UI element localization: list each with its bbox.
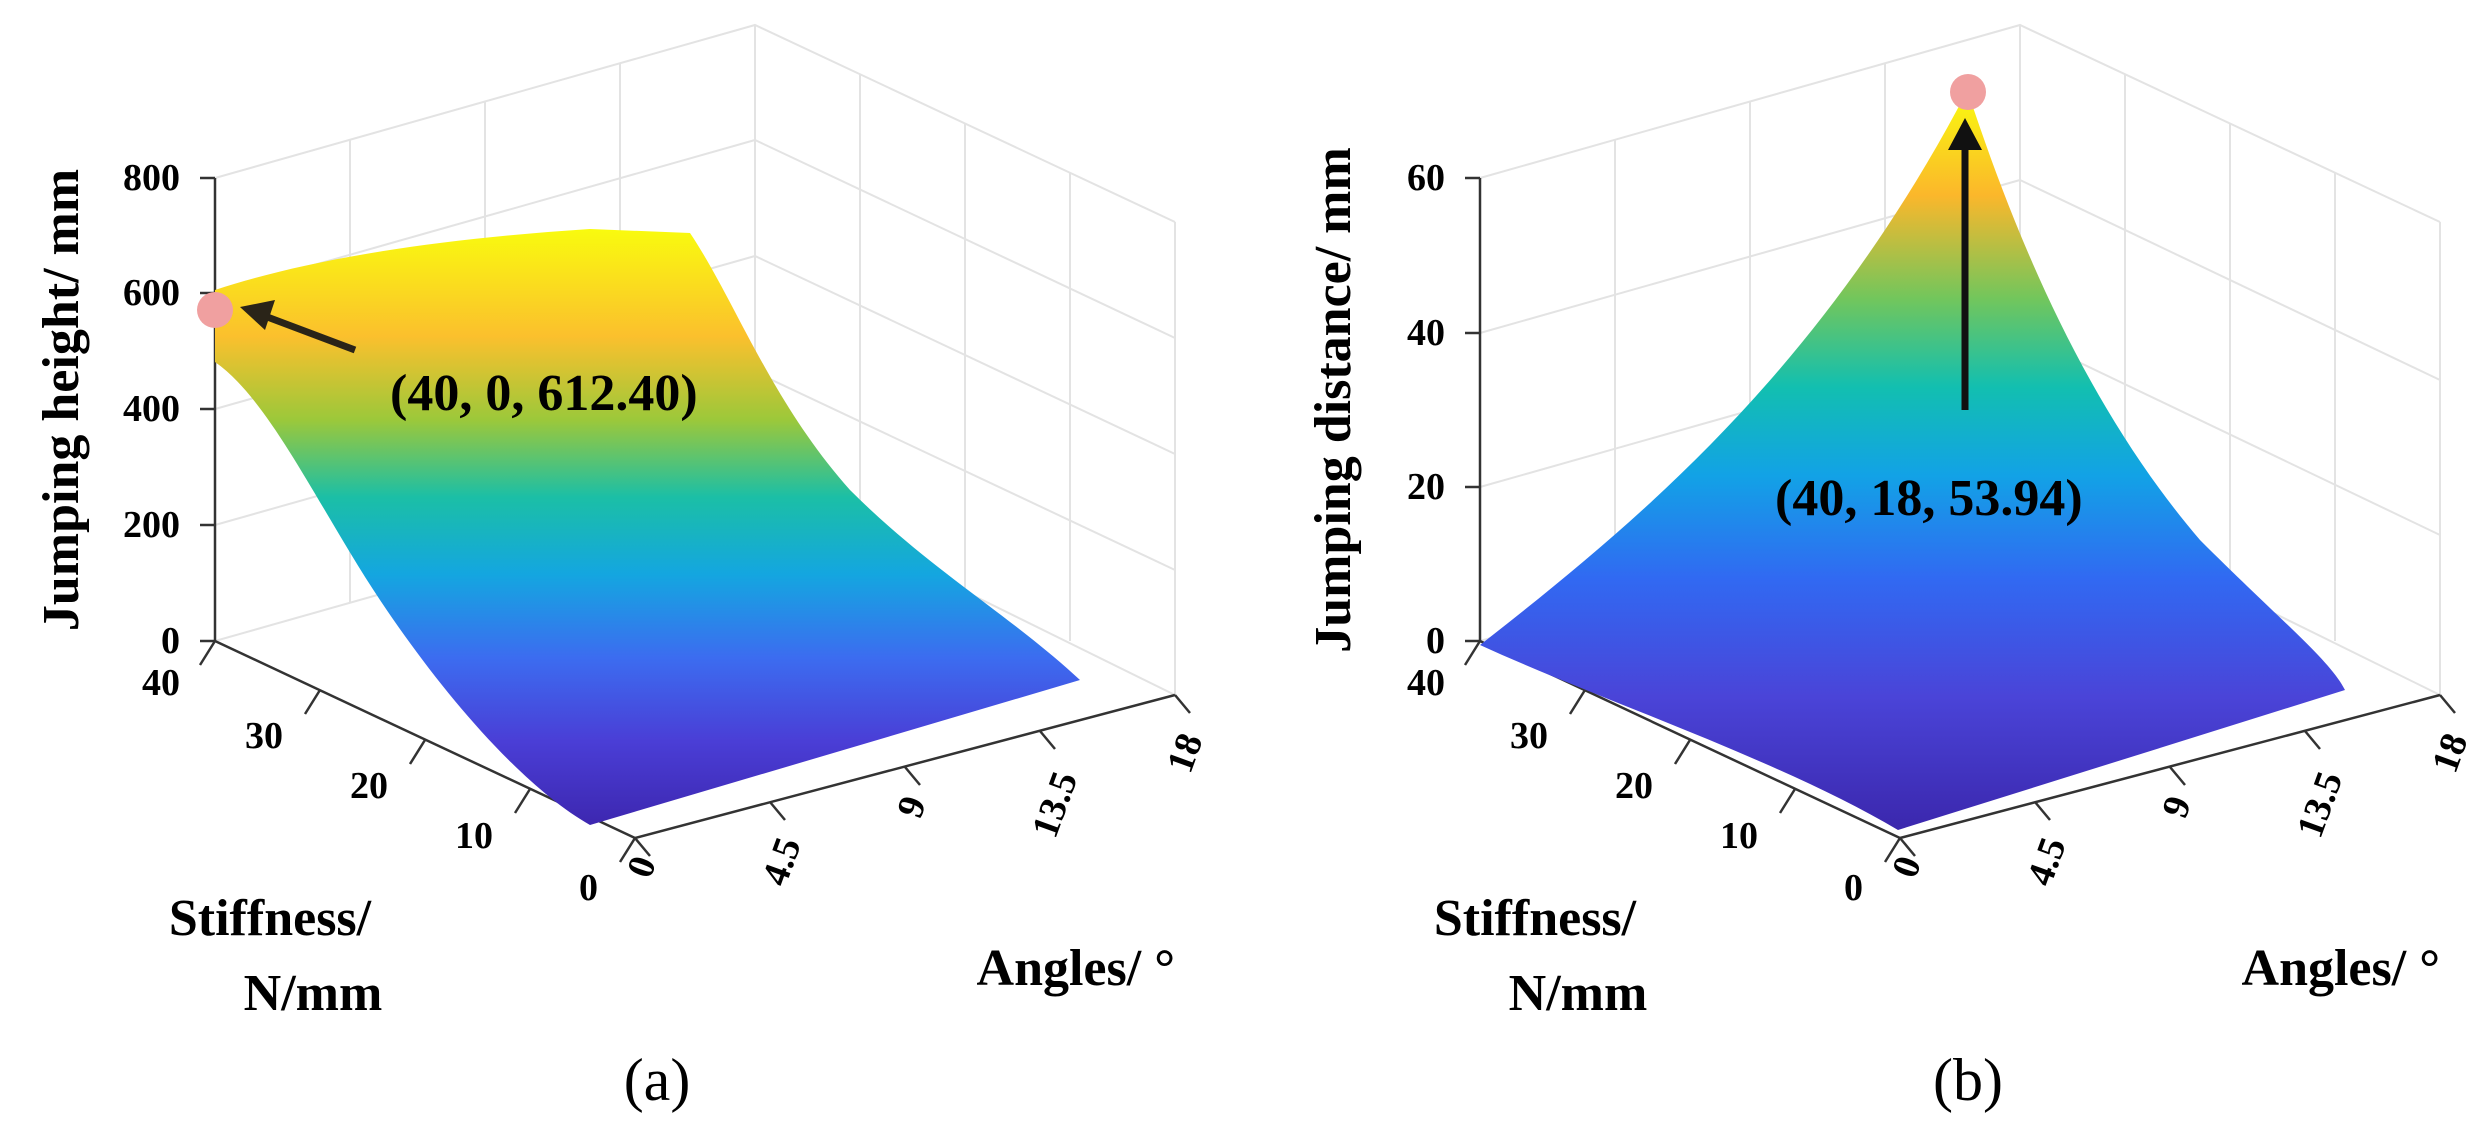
annotation-arrow-a — [260, 311, 357, 354]
chart-b: 0 20 40 60 40 30 20 10 0 0 4.5 9 13.5 18… — [1305, 23, 2471, 1113]
x-tick-b-9: 9 — [2154, 791, 2200, 823]
z-tick-a-3: 600 — [123, 272, 180, 314]
panel-label-a: (a) — [624, 1047, 691, 1113]
annotation-label-a: (40, 0, 612.40) — [390, 365, 698, 422]
y-tick-a-10: 10 — [455, 815, 493, 857]
y-axis-label-b-line1: Stiffness/ — [1434, 890, 1637, 947]
surface-a — [215, 229, 1080, 825]
x-tick-a-0: 0 — [619, 851, 665, 883]
marker-point-a — [197, 292, 233, 328]
z-tick-b-3: 60 — [1407, 157, 1445, 199]
y-tick-a-0: 0 — [579, 867, 598, 909]
surface-b — [1480, 92, 2345, 830]
panel-label-b: (b) — [1933, 1047, 2003, 1113]
y-tick-b-30: 30 — [1510, 715, 1548, 757]
x-tick-b-13.5: 13.5 — [2289, 766, 2351, 843]
z-tick-b-1: 20 — [1407, 466, 1445, 508]
y-tick-a-20: 20 — [350, 765, 388, 807]
x-tick-b-18: 18 — [2424, 728, 2471, 778]
y-tick-a-30: 30 — [245, 715, 283, 757]
annotation-label-b: (40, 18, 53.94) — [1775, 470, 2083, 527]
z-tick-b-0: 0 — [1426, 620, 1445, 662]
y-tick-a-40: 40 — [142, 662, 180, 704]
z-axis-label-a: Jumping height/ mm — [33, 169, 90, 631]
y-axis-label-a-line2: N/mm — [244, 965, 383, 1022]
x-tick-b-4.5: 4.5 — [2019, 832, 2075, 891]
y-axis-label-b-line2: N/mm — [1509, 965, 1648, 1022]
x-tick-a-4.5: 4.5 — [754, 832, 810, 891]
x-tick-b-0: 0 — [1884, 851, 1930, 883]
y-tick-b-20: 20 — [1615, 765, 1653, 807]
y-tick-b-0: 0 — [1844, 867, 1863, 909]
z-tick-a-2: 400 — [123, 388, 180, 430]
annotation-arrowhead-a — [240, 300, 275, 330]
x-tick-a-18: 18 — [1159, 728, 1211, 778]
x-axis-label-a: Angles/ ° — [977, 940, 1175, 997]
x-axis-label-b: Angles/ ° — [2242, 940, 2440, 997]
x-tick-a-9: 9 — [889, 791, 935, 823]
annotation-arrowhead-b — [1948, 118, 1982, 150]
y-axis-label-a-line1: Stiffness/ — [169, 890, 372, 947]
y-tick-b-40: 40 — [1407, 662, 1445, 704]
y-tick-b-10: 10 — [1720, 815, 1758, 857]
marker-point-b — [1950, 74, 1986, 110]
z-tick-a-1: 200 — [123, 504, 180, 546]
z-axis-label-b: Jumping distance/ mm — [1305, 147, 1362, 653]
z-tick-a-0: 0 — [161, 620, 180, 662]
chart-a: 0 200 400 600 800 40 30 20 10 0 0 4.5 9 … — [33, 23, 1211, 1113]
z-tick-a-4: 800 — [123, 157, 180, 199]
z-tick-b-2: 40 — [1407, 312, 1445, 354]
x-tick-a-13.5: 13.5 — [1024, 766, 1086, 843]
